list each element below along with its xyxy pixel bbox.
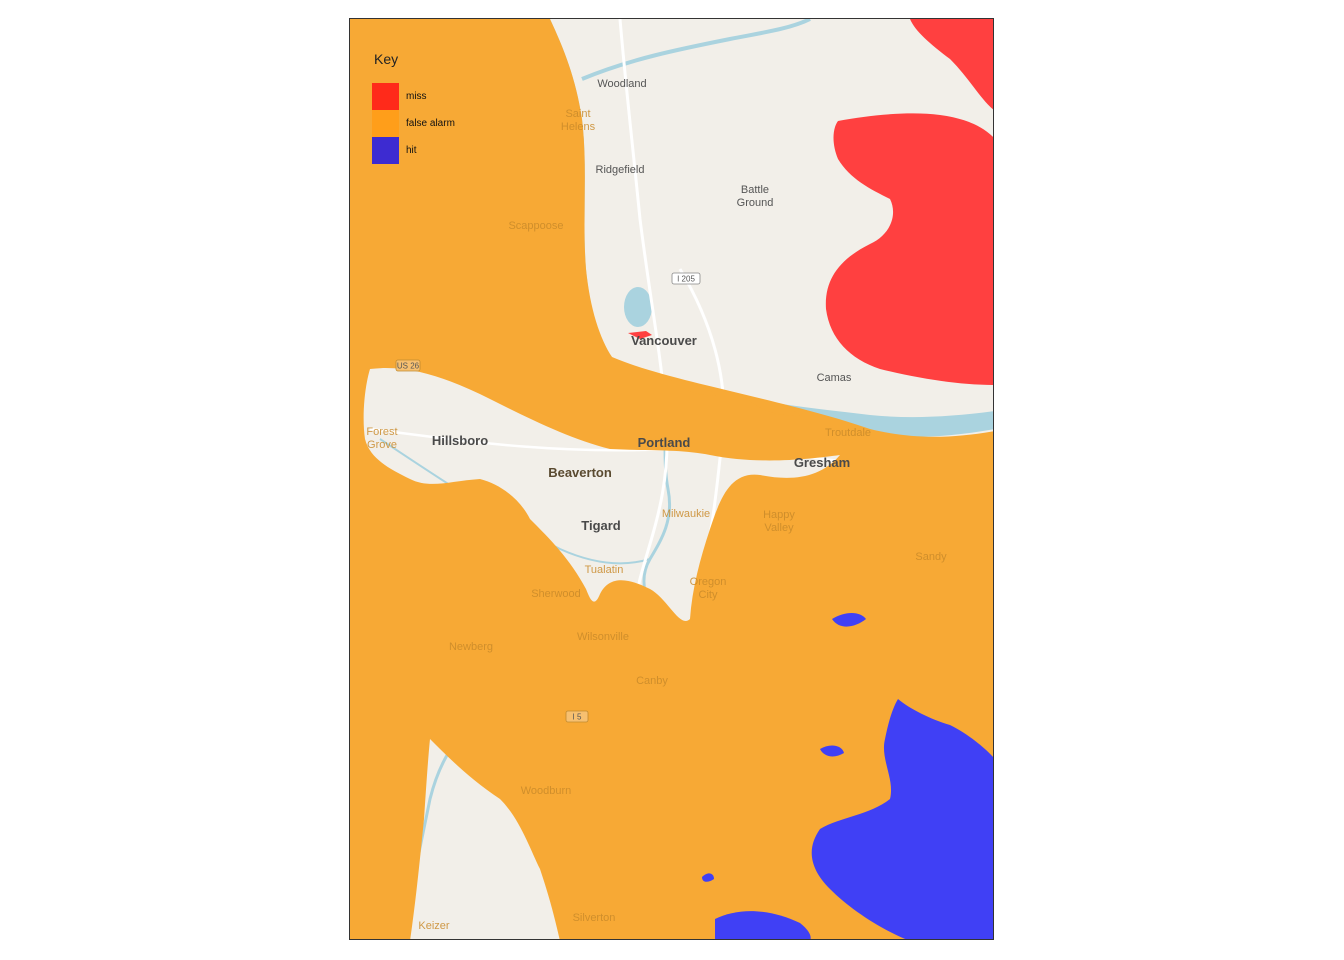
lewis-river (581, 19, 811, 81)
hit-patch-east (832, 613, 866, 627)
legend-title: Key (374, 51, 399, 67)
legend-items: miss false alarm hit (372, 83, 455, 164)
false-alarm-region (350, 19, 993, 939)
road-shield-i5: I 5 (565, 710, 589, 723)
place-label-sandy: Sandy (915, 551, 947, 563)
place-label-oregon-city-line2: City (699, 589, 718, 601)
hit-patch-small (702, 873, 714, 882)
map-canvas[interactable]: Woodland Saint Helens Ridgefield Battle … (350, 19, 994, 940)
legend-item: miss (372, 83, 455, 110)
legend-label: miss (406, 91, 427, 102)
place-label-saint-helens-line1: Saint (565, 108, 590, 120)
place-label-camas: Camas (817, 372, 852, 384)
hit-patch-mid (820, 745, 844, 757)
map-panel[interactable]: Woodland Saint Helens Ridgefield Battle … (349, 18, 994, 940)
place-label-woodburn: Woodburn (521, 785, 572, 797)
legend-swatch (372, 83, 399, 110)
place-label-battle-ground-line2: Ground (737, 197, 774, 209)
place-label-scappoose: Scappoose (508, 220, 563, 232)
place-label-gresham: Gresham (794, 455, 850, 470)
place-label-tualatin: Tualatin (585, 564, 624, 576)
place-label-forest-grove-line1: Forest (366, 426, 397, 438)
place-label-sherwood: Sherwood (531, 588, 581, 600)
place-label-forest-grove-line2: Grove (367, 439, 397, 451)
miss-small-patch (628, 331, 652, 339)
place-label-oregon-city-line1: Oregon (690, 576, 727, 588)
place-label-hillsboro: Hillsboro (432, 433, 488, 448)
place-label-vancouver: Vancouver (631, 333, 697, 348)
false-alarm-river-patch (745, 397, 800, 416)
legend-swatch (372, 137, 399, 164)
legend-item: false alarm (372, 110, 455, 137)
place-label-troutdale: Troutdale (825, 427, 871, 439)
place-label-milwaukie: Milwaukie (662, 508, 710, 520)
road-shield-us26-label: US 26 (397, 362, 420, 371)
place-label-happy-valley-line2: Valley (764, 522, 794, 534)
place-label-saint-helens-line2: Helens (561, 121, 596, 133)
legend-label: hit (406, 145, 417, 156)
place-label-wilsonville: Wilsonville (577, 631, 629, 643)
place-label-newberg: Newberg (449, 641, 493, 653)
road-shield-i5-label: I 5 (573, 713, 582, 722)
road-shield-us26: US 26 (395, 359, 421, 372)
place-label-tigard: Tigard (581, 518, 621, 533)
miss-region[interactable] (825, 19, 994, 385)
legend-label: false alarm (406, 118, 455, 129)
road-shield-i205: I 205 (671, 272, 701, 285)
hit-patch-south (715, 911, 811, 939)
road-shield-i205-label: I 205 (677, 275, 695, 284)
place-label-keizer: Keizer (418, 920, 450, 932)
place-label-happy-valley-line1: Happy (763, 509, 795, 521)
hit-region[interactable] (811, 699, 994, 940)
place-label-canby: Canby (636, 675, 668, 687)
place-label-ridgefield: Ridgefield (596, 164, 645, 176)
vancouver-lake (624, 287, 652, 327)
legend-swatch (372, 110, 399, 137)
place-label-battle-ground-line1: Battle (741, 184, 769, 196)
legend-item: hit (372, 137, 455, 164)
map-legend: Key miss false alarm hit (372, 51, 455, 164)
place-label-portland: Portland (638, 435, 691, 450)
place-label-beaverton: Beaverton (548, 465, 612, 480)
false-alarm-river-patch-2 (670, 379, 716, 396)
place-label-woodland: Woodland (597, 78, 646, 90)
place-label-silverton: Silverton (573, 912, 616, 924)
